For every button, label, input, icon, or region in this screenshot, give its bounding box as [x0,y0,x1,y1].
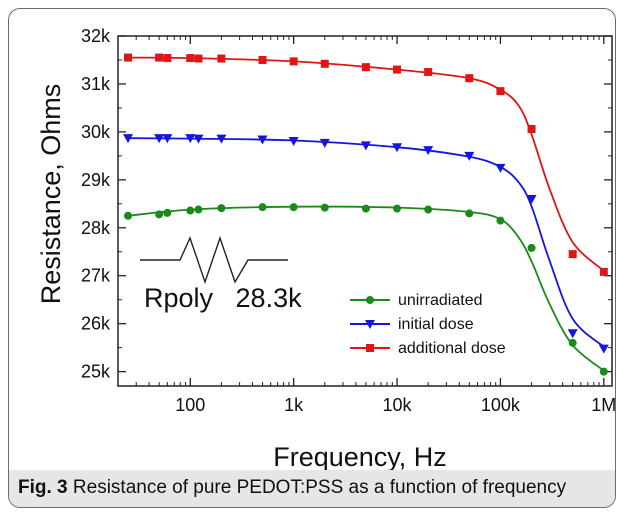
rpoly-annotation: Rpoly 28.3k [144,283,302,313]
initial-dose-point [360,141,371,151]
unirradiated-point [599,367,608,376]
x-tick-label: 1M [591,395,616,415]
fit-curve-1 [127,205,605,372]
y-tick-label: 27k [81,266,111,286]
y-tick-label: 25k [81,362,111,382]
initial-dose-point [423,146,434,156]
caption-text: Resistance of pure PEDOT:PSS as a functi… [72,477,567,498]
initial-dose-point [288,137,299,146]
additional-dose-point [361,63,370,72]
additional-dose-point [599,267,608,276]
additional-dose-point [424,67,433,76]
unirradiated-point [217,204,226,213]
data-markers [123,53,609,376]
initial-dose-point [257,135,268,145]
figure-caption: Fig. 3 Resistance of pure PEDOT:PSS as a… [18,477,566,499]
unirradiated-point [393,204,402,213]
legend-marker-initial-dose [365,320,375,329]
additional-dose-point [465,74,474,83]
plot-area-border [117,35,613,387]
y-tick-label: 28k [81,218,111,238]
initial-dose-point [216,134,227,144]
x-axis-ticks: 100 1k 10k 100k 1M [117,36,616,415]
unirradiated-point [194,205,203,214]
additional-dose-point [320,59,329,68]
unirradiated-point [289,203,298,212]
chart-legend: unirradiated initial dose additional dose [350,292,506,357]
initial-dose-point [123,134,134,144]
x-tick-label: 1k [284,395,304,415]
y-tick-label: 31k [81,74,111,94]
additional-dose-point [258,55,267,64]
additional-dose-point [124,53,133,62]
unirradiated-point [186,206,195,215]
y-tick-label: 29k [81,170,111,190]
y-tick-label: 26k [81,314,111,334]
initial-dose-point [526,195,537,205]
additional-dose-point [496,87,505,96]
additional-dose-point [393,65,402,74]
resistor-symbol-icon [140,235,288,285]
initial-dose-point [495,163,506,173]
initial-dose-point [162,134,173,144]
unirradiated-point [258,203,267,212]
unirradiated-point [124,211,133,220]
x-tick-label: 10k [383,395,413,415]
additional-dose-point [568,250,577,259]
initial-dose-point [598,344,609,354]
initial-dose-point [193,134,204,144]
additional-dose-point [194,54,203,63]
unirradiated-point [527,243,536,252]
additional-dose-point [163,54,172,63]
legend-label-unirradiated: unirradiated [398,292,483,309]
initial-dose-point [392,143,403,153]
initial-dose-point [567,329,578,339]
additional-dose-point [289,57,298,66]
unirradiated-point [568,338,577,347]
initial-dose-point [185,134,196,144]
x-tick-label: 100 [175,395,205,415]
y-tick-label: 32k [81,26,111,46]
y-axis-title: Resistance, Ohms [36,84,66,305]
figure-frame [8,8,616,508]
initial-dose-point [319,138,330,148]
resistance-frequency-chart: 100 1k 10k 100k 1M 25k26k27k28k29k30k31k32k … [36,26,616,470]
legend-marker-unirradiated [366,296,374,304]
unirradiated-point [424,205,433,214]
unirradiated-point [155,210,164,219]
fit-curves [127,56,605,372]
legend-label-initial-dose: initial dose [398,316,474,333]
plot-axes [117,35,613,387]
unirradiated-point [496,216,505,225]
unirradiated-point [361,204,370,213]
unirradiated-point [163,208,172,217]
unirradiated-point [465,209,474,218]
additional-dose-point [155,53,164,62]
y-axis-ticks: 25k 26k 27k 28k 29k 30k 31k 32k [81,26,612,382]
additional-dose-point [527,125,536,134]
caption-bar [9,470,615,507]
x-axis-title: Frequency, Hz [273,442,447,470]
unirradiated-point [320,203,329,212]
y-tick-label: 30k [81,122,111,142]
initial-dose-point [154,134,165,144]
legend-label-additional-dose: additional dose [398,340,506,357]
x-tick-label: 100k [481,395,521,415]
caption-label: Fig. 3 [18,477,68,498]
fit-curve-2 [127,137,605,348]
legend-marker-additional-dose [366,344,374,352]
additional-dose-point [186,54,195,63]
initial-dose-point [464,151,475,161]
additional-dose-point [217,54,226,63]
fit-curve-3 [127,56,605,272]
